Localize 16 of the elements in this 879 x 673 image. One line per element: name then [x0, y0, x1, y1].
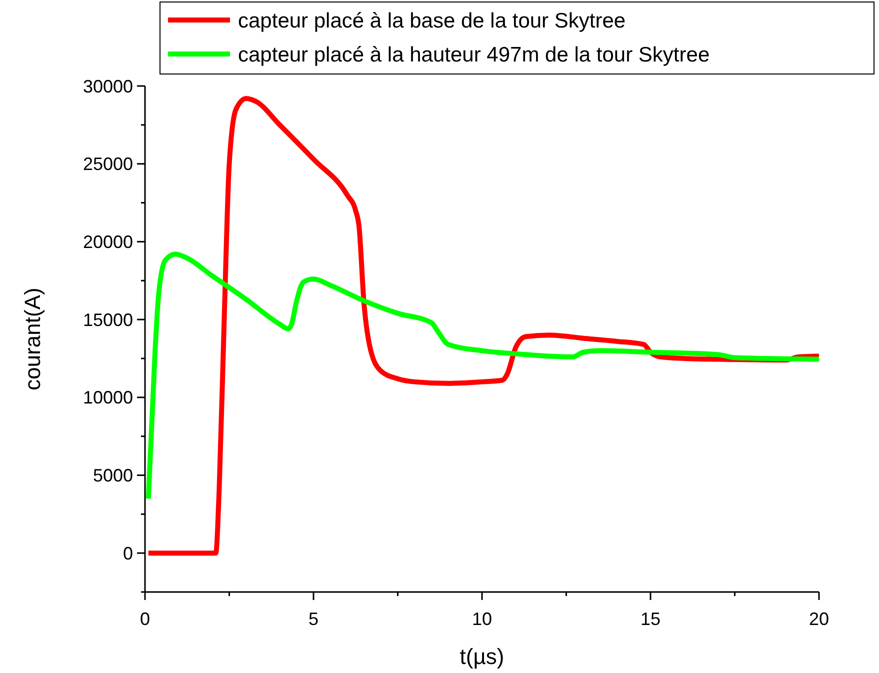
x-tick-label: 5	[308, 609, 319, 629]
y-tick-label: 30000	[82, 76, 133, 96]
y-tick-label: 25000	[82, 154, 133, 174]
y-tick-label: 5000	[92, 466, 133, 486]
x-tick-label: 0	[140, 609, 150, 629]
y-tick-label: 10000	[82, 388, 133, 408]
x-tick-label: 15	[640, 609, 661, 629]
x-tick-label: 10	[472, 609, 492, 629]
x-axis-title: t(µs)	[460, 644, 504, 669]
y-tick-label: 20000	[82, 232, 133, 252]
legend-label: capteur placé à la base de la tour Skytree	[238, 9, 626, 32]
y-tick-label: 15000	[82, 310, 133, 330]
y-tick-label: 0	[122, 543, 133, 564]
legend-label: capteur placé à la hauteur 497m de la tour Skytree	[238, 43, 710, 66]
y-axis-title: courant(A)	[20, 288, 45, 390]
x-tick-label: 20	[808, 609, 830, 629]
